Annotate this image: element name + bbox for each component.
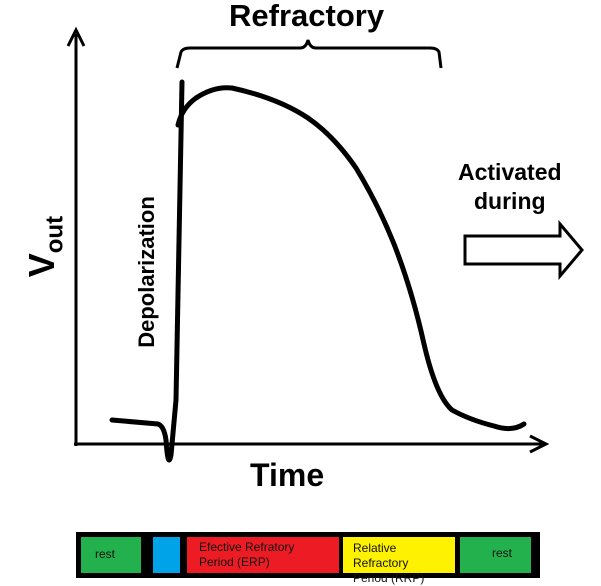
phase-erp: Efective Refratory Period (ERP)	[187, 537, 339, 573]
hollow-arrow	[463, 219, 584, 281]
y-axis-label-main: V	[21, 253, 63, 278]
phase-erp-line1: Efective Refratory	[199, 540, 295, 554]
x-axis-label: Time	[250, 457, 325, 493]
phase-erp-line2: Period (ERP)	[199, 555, 270, 569]
y-axis-label-sub: out	[41, 215, 69, 254]
phase-brief	[153, 537, 180, 573]
action-potential-curve	[109, 79, 527, 463]
diagram-title: Refractory	[229, 0, 385, 33]
x-axis-arrowhead	[529, 434, 550, 454]
phase-rrp: Relative Refractory Period (RRP)	[343, 537, 455, 585]
phase-rest-2: rest	[460, 537, 531, 573]
side-note-line1: Activated	[458, 159, 562, 185]
depolarization-label: Depolarization	[134, 196, 159, 348]
phase-rest-1-label: rest	[95, 547, 116, 561]
side-note: Activated during	[458, 158, 562, 216]
side-note-line2: during	[474, 188, 546, 214]
phase-rest-1: rest	[81, 537, 141, 573]
y-axis-label: Vout	[6, 210, 76, 280]
phase-rest-2-label: rest	[492, 546, 513, 560]
phase-rrp-line1: Relative Refractory	[353, 541, 409, 570]
refractory-brace	[175, 39, 443, 69]
phase-rrp-line2: Period (RRP)	[353, 571, 425, 585]
y-axis-arrowhead	[66, 26, 86, 47]
phase-bar: rest Efective Refratory Period (ERP) Rel…	[76, 532, 540, 585]
